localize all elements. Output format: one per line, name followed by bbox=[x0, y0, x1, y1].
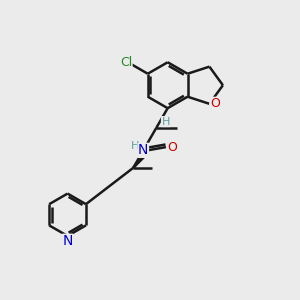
Text: H: H bbox=[161, 117, 170, 127]
Text: N: N bbox=[138, 143, 148, 157]
Text: O: O bbox=[210, 97, 220, 110]
Text: O: O bbox=[167, 141, 177, 154]
Text: N: N bbox=[62, 234, 73, 248]
Text: H: H bbox=[131, 141, 140, 151]
Text: Cl: Cl bbox=[120, 56, 132, 69]
